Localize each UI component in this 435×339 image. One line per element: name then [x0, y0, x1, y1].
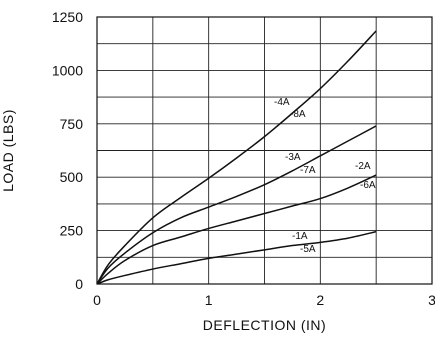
y-axis-label: LOAD (LBS) — [0, 109, 16, 192]
curve-series-2 — [96, 125, 377, 285]
curve-label: -8A — [290, 109, 306, 120]
plot-frame — [96, 16, 433, 285]
x-tick-label: 2 — [316, 292, 324, 308]
tick-labels: 0 1 2 3 0 250 500 750 1000 1250 — [52, 9, 435, 308]
y-tick-label: 1000 — [52, 62, 83, 78]
curve-label: -3A — [285, 152, 301, 163]
y-tick-label: 250 — [60, 223, 84, 239]
x-axis-label: DEFLECTION (IN) — [203, 317, 326, 333]
x-tick-label: 3 — [428, 292, 435, 308]
curve-labels: -4A-8A -3A -7A -2A -6A -1A -5A — [274, 97, 376, 255]
x-tick-label: 1 — [205, 292, 213, 308]
curve-label: -5A — [300, 244, 316, 255]
x-tick-label: 0 — [93, 292, 101, 308]
curve-series-3 — [96, 174, 377, 285]
curve-series-1 — [96, 30, 377, 285]
grid — [97, 17, 432, 284]
curve-label: -4A — [274, 97, 290, 108]
curve-label: -7A — [300, 165, 316, 176]
y-tick-label: 1250 — [52, 9, 83, 25]
y-tick-label: 0 — [75, 276, 83, 292]
y-tick-label: 500 — [60, 169, 84, 185]
curve-label: -2A — [355, 161, 371, 172]
curve-label: -6A — [360, 180, 376, 191]
curve-label: -1A — [292, 231, 308, 242]
curves — [96, 30, 377, 285]
curve-series-4 — [96, 230, 377, 285]
y-tick-label: 750 — [60, 116, 84, 132]
